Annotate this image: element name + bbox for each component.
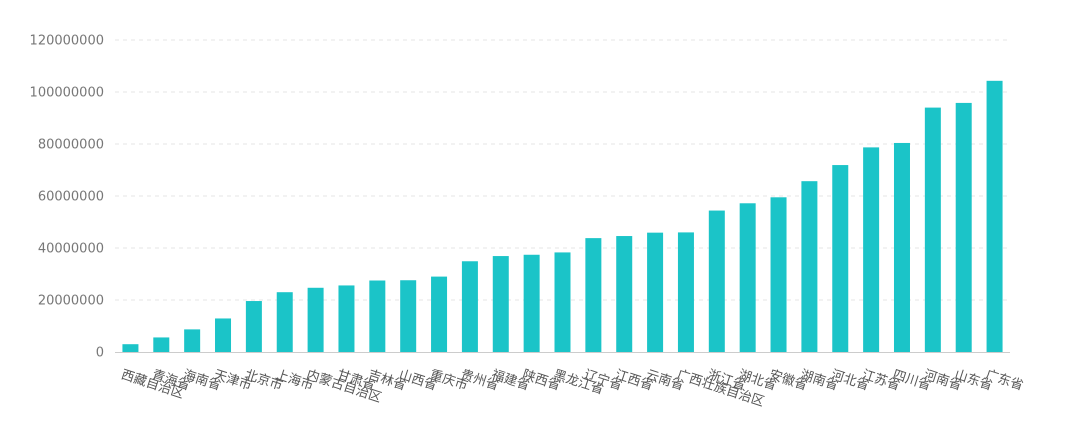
y-tick-label: 80000000	[38, 138, 104, 153]
bar[interactable]	[245, 301, 262, 352]
y-tick-label: 100000000	[30, 86, 104, 101]
bar[interactable]	[832, 165, 849, 352]
bar[interactable]	[492, 256, 509, 352]
bars	[122, 80, 1003, 353]
bar[interactable]	[184, 329, 201, 352]
y-tick-label: 40000000	[38, 242, 104, 257]
bar[interactable]	[276, 292, 293, 352]
bar[interactable]	[647, 232, 664, 352]
bar[interactable]	[708, 210, 725, 352]
bar[interactable]	[739, 203, 756, 352]
bar[interactable]	[863, 147, 880, 352]
y-tick-label: 20000000	[38, 294, 104, 309]
bar[interactable]	[554, 252, 571, 352]
y-tick-label: 120000000	[30, 34, 104, 49]
bar[interactable]	[616, 236, 633, 352]
y-axis-tick-labels: 0 20000000 40000000 60000000 80000000 1000000…	[30, 34, 104, 361]
bar[interactable]	[986, 80, 1003, 352]
bar[interactable]	[893, 142, 910, 352]
bar[interactable]	[801, 181, 818, 352]
bar[interactable]	[924, 107, 941, 352]
bar[interactable]	[215, 318, 232, 352]
bar[interactable]	[153, 337, 170, 352]
y-tick-label: 60000000	[38, 190, 104, 205]
bar[interactable]	[677, 232, 694, 352]
bar[interactable]	[431, 276, 448, 352]
bar[interactable]	[400, 280, 417, 352]
bar[interactable]	[523, 254, 540, 352]
bar[interactable]	[369, 280, 386, 353]
bar[interactable]	[307, 287, 324, 352]
x-axis-category-labels: 西藏自治区青海省海南省天津市北京市上海市内蒙古自治区甘肃省吉林省山西省重庆市贵州…	[119, 367, 1025, 410]
bar[interactable]	[770, 197, 787, 352]
y-tick-label: 0	[96, 346, 104, 361]
bar[interactable]	[122, 344, 139, 352]
grid-lines	[115, 39, 1010, 301]
bar[interactable]	[585, 238, 602, 352]
bar[interactable]	[338, 285, 355, 352]
bar[interactable]	[955, 102, 972, 352]
bar[interactable]	[461, 261, 478, 352]
